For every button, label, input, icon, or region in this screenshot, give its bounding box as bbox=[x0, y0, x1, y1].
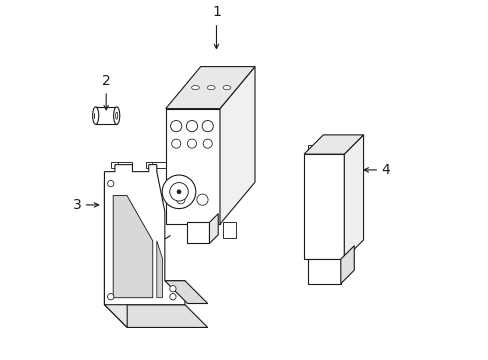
Ellipse shape bbox=[207, 86, 215, 90]
Text: 2: 2 bbox=[102, 73, 110, 87]
Bar bbox=[146, 162, 169, 168]
Circle shape bbox=[186, 121, 197, 132]
Polygon shape bbox=[104, 165, 184, 305]
Ellipse shape bbox=[92, 107, 99, 124]
Polygon shape bbox=[164, 281, 207, 303]
Polygon shape bbox=[113, 195, 152, 298]
Polygon shape bbox=[157, 241, 162, 298]
Circle shape bbox=[107, 180, 114, 187]
Circle shape bbox=[162, 175, 195, 209]
Bar bbox=[223, 222, 236, 238]
Ellipse shape bbox=[223, 86, 230, 90]
Circle shape bbox=[171, 139, 181, 148]
Polygon shape bbox=[220, 67, 254, 224]
Bar bbox=[195, 148, 214, 157]
Polygon shape bbox=[304, 135, 363, 154]
Circle shape bbox=[176, 195, 184, 204]
Bar bbox=[195, 173, 214, 183]
Bar bbox=[195, 185, 214, 195]
Text: 4: 4 bbox=[380, 163, 389, 177]
Circle shape bbox=[169, 293, 176, 300]
Text: 1: 1 bbox=[212, 5, 221, 19]
Polygon shape bbox=[165, 67, 254, 109]
Circle shape bbox=[202, 121, 213, 132]
Text: 3: 3 bbox=[73, 198, 81, 212]
Polygon shape bbox=[104, 305, 207, 328]
Polygon shape bbox=[307, 259, 340, 284]
Circle shape bbox=[187, 139, 196, 148]
Circle shape bbox=[177, 190, 181, 194]
Polygon shape bbox=[304, 154, 344, 259]
Polygon shape bbox=[165, 109, 220, 224]
Circle shape bbox=[107, 293, 114, 300]
Polygon shape bbox=[186, 222, 209, 243]
Bar bbox=[111, 162, 132, 168]
Circle shape bbox=[197, 194, 208, 205]
Ellipse shape bbox=[113, 107, 120, 124]
Polygon shape bbox=[344, 135, 363, 259]
Circle shape bbox=[170, 121, 182, 132]
Bar bbox=[195, 160, 214, 170]
Bar bbox=[333, 145, 340, 156]
Polygon shape bbox=[340, 246, 353, 284]
Polygon shape bbox=[209, 214, 218, 243]
Circle shape bbox=[169, 285, 176, 292]
Bar bbox=[307, 145, 314, 156]
Circle shape bbox=[203, 139, 212, 148]
Circle shape bbox=[169, 183, 188, 201]
Ellipse shape bbox=[115, 112, 118, 119]
Polygon shape bbox=[104, 182, 127, 328]
Ellipse shape bbox=[191, 86, 199, 90]
